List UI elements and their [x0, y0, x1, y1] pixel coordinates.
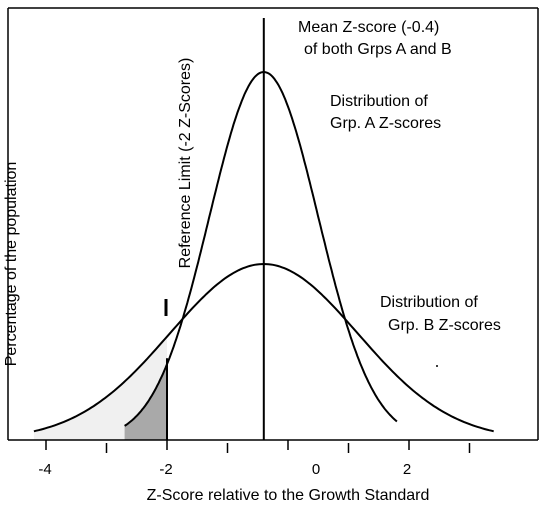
line-layer [33, 18, 494, 440]
grp-b-tail-area [33, 336, 168, 440]
y-axis-label: Percentage of the population [3, 162, 20, 367]
series-line-grp-a [124, 70, 398, 427]
annotation-mean: Mean Z-score (-0.4) [298, 19, 439, 36]
annotation-dist-b: Distribution of [380, 294, 478, 311]
grp-a-tail-area [124, 364, 167, 440]
axes-layer [7, 7, 539, 453]
x-tick-label: -4 [38, 461, 51, 478]
annotation-mean: of both Grps A and B [304, 41, 452, 58]
x-axis-label: Z-Score relative to the Growth Standard [147, 487, 430, 504]
text-layer: -4 -2 0 2 Z-Score relative to the Growth Sta… [3, 19, 501, 504]
fill-layer [33, 336, 168, 440]
x-tick-label: 0 [312, 461, 320, 478]
x-tick-label: -2 [159, 461, 172, 478]
stray-dot [436, 365, 438, 367]
annotation-dist-a: Grp. A Z-scores [330, 115, 441, 132]
x-tick-label: 2 [403, 461, 411, 478]
annotation-dist-a: Distribution of [330, 93, 428, 110]
annotation-reference-limit: Reference Limit (-2 Z-Scores) [177, 58, 194, 269]
annotation-dist-b: Grp. B Z-scores [388, 317, 501, 334]
